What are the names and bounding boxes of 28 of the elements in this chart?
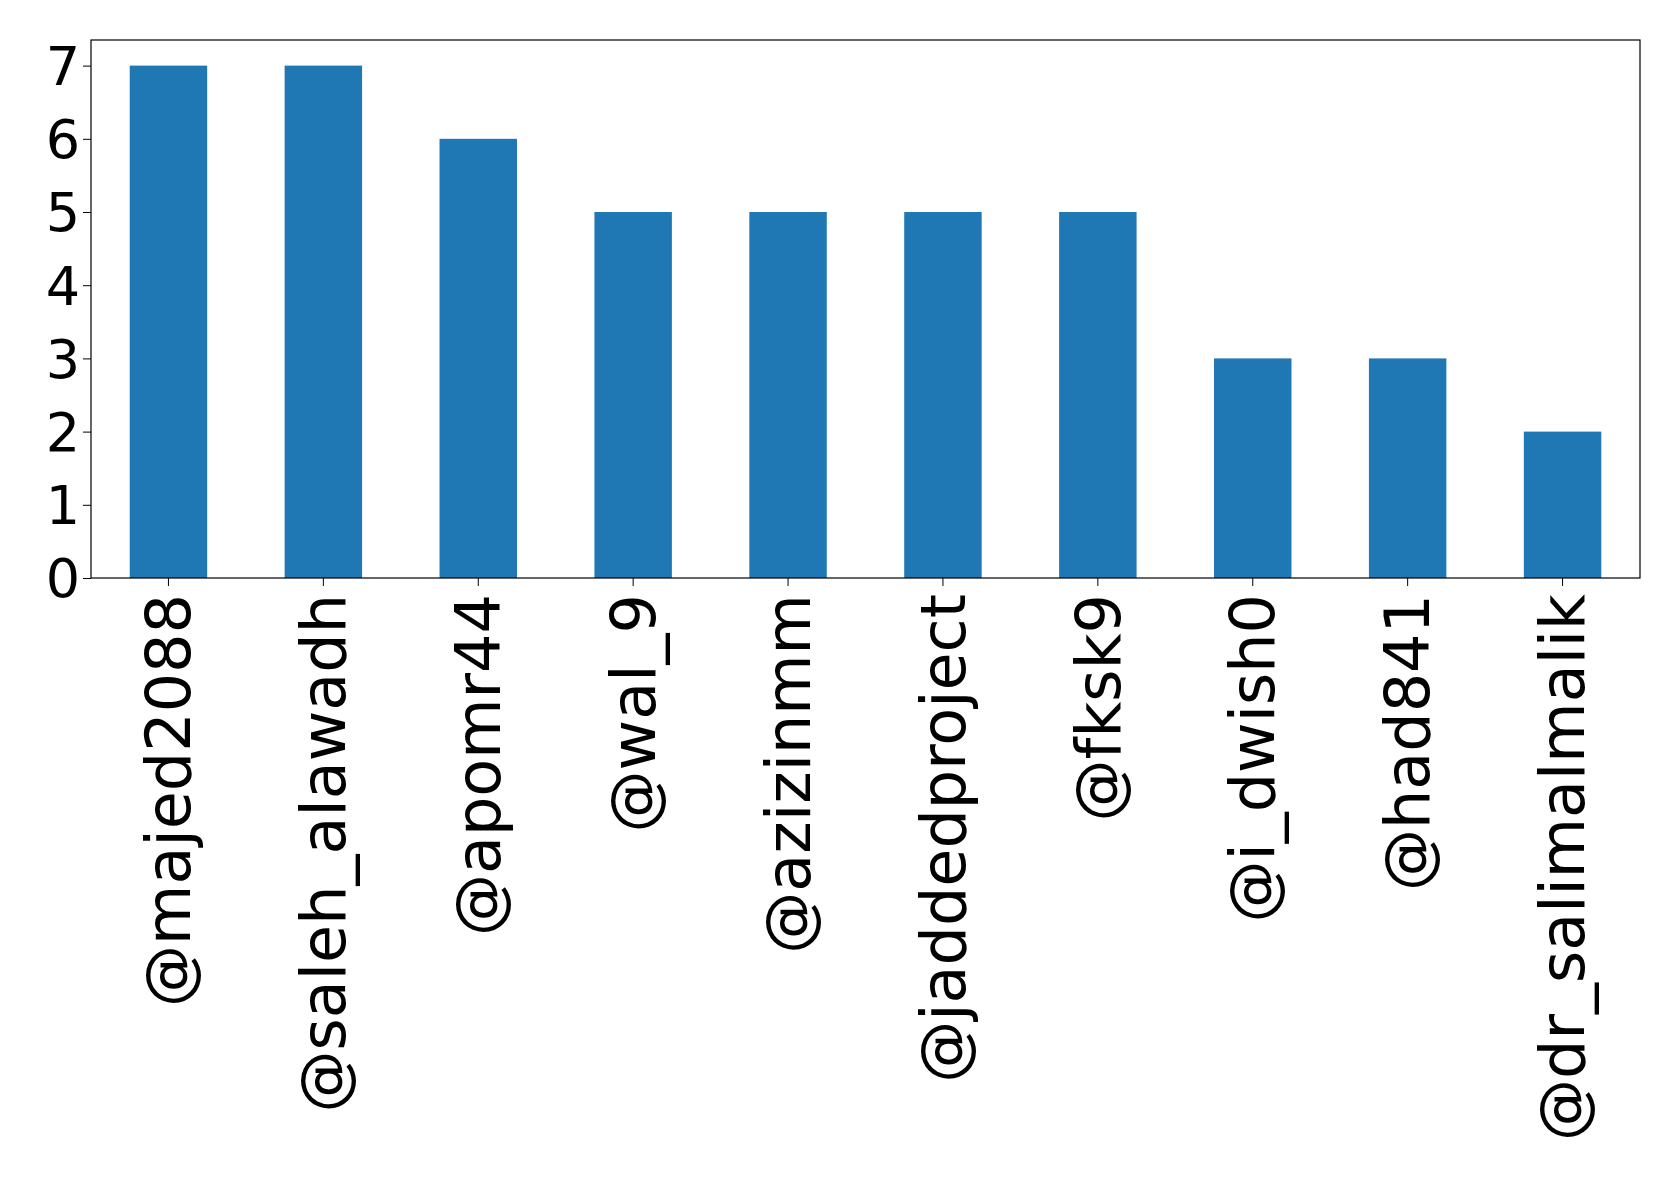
x-tick-label: @i_dwish0	[1216, 594, 1290, 923]
x-tick-label: @azizinmm	[751, 594, 825, 954]
bar	[1523, 431, 1602, 578]
bar	[1368, 358, 1447, 578]
bar	[1059, 212, 1137, 578]
y-tick-label: 5	[45, 181, 80, 245]
y-tick-label: 1	[45, 474, 80, 538]
x-tick-label: @wal_9	[596, 594, 670, 833]
bar	[284, 65, 363, 578]
bar	[904, 212, 982, 578]
bar	[594, 212, 672, 578]
y-tick-label: 7	[45, 35, 80, 99]
y-tick-label: 4	[45, 254, 80, 318]
bar	[129, 65, 208, 578]
y-tick-label: 6	[45, 108, 80, 172]
x-tick-label: @had841	[1371, 594, 1445, 891]
bar	[1214, 358, 1292, 578]
x-tick-label: @majed2088	[132, 594, 206, 1007]
bar	[439, 138, 517, 578]
y-tick-label: 0	[45, 547, 80, 611]
x-tick-label: @jaddedproject	[906, 594, 980, 1083]
x-tick-label: @dr_salimalmalik	[1526, 593, 1600, 1141]
x-tick-label: @saleh_alawadh	[287, 594, 361, 1113]
x-tick-label: @fksk9	[1061, 594, 1135, 822]
x-tick-label: @apomr44	[441, 594, 515, 937]
y-tick-label: 2	[45, 401, 80, 465]
bar	[749, 212, 827, 578]
y-tick-label: 3	[45, 327, 80, 391]
